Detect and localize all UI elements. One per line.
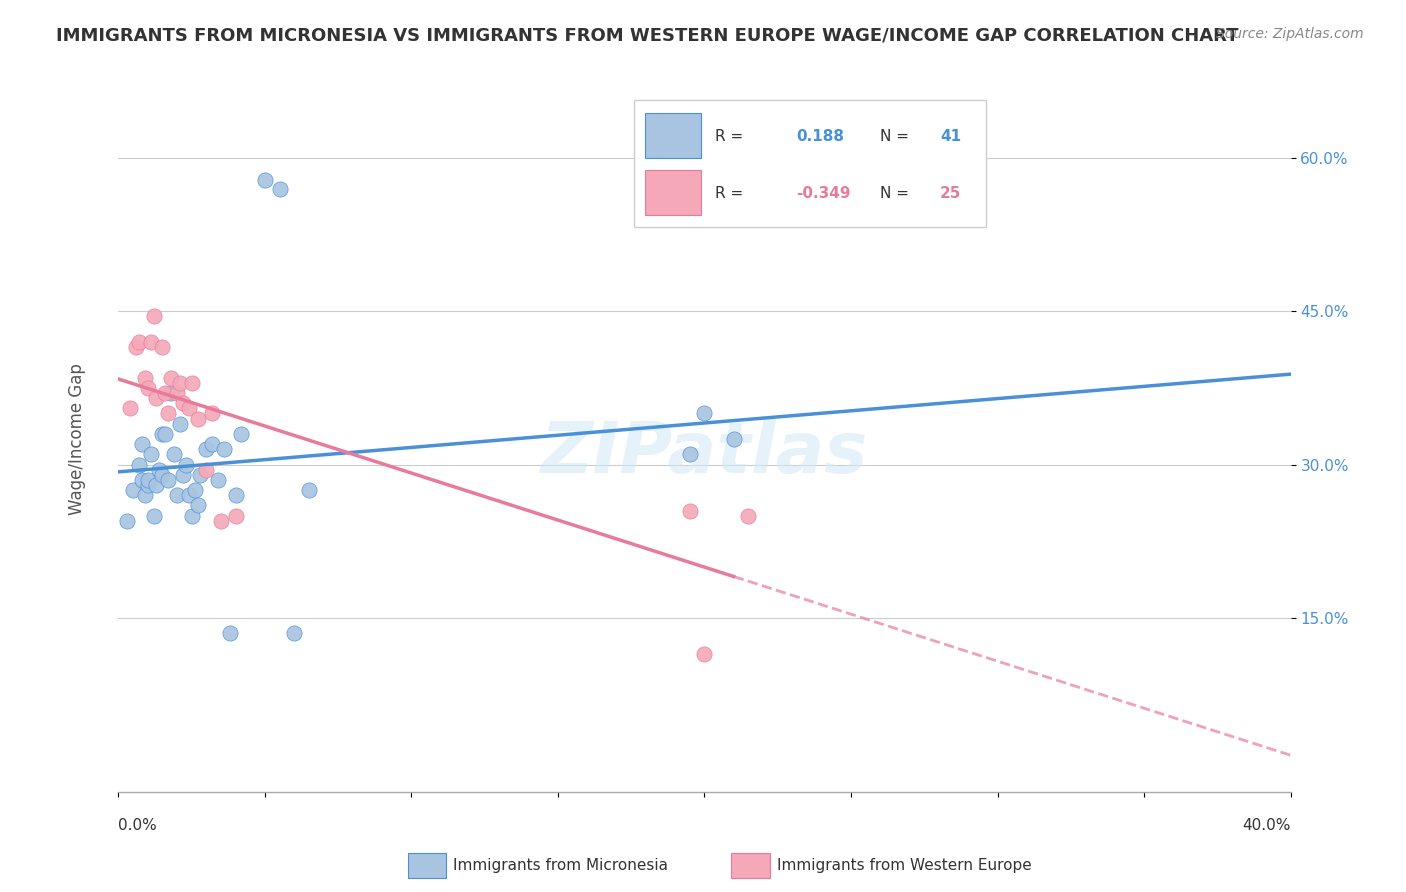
Point bbox=[169, 376, 191, 390]
Point bbox=[134, 370, 156, 384]
Point bbox=[136, 478, 159, 492]
Text: Immigrants from Western Europe: Immigrants from Western Europe bbox=[778, 858, 1032, 872]
Text: Source: ZipAtlas.com: Source: ZipAtlas.com bbox=[1216, 27, 1364, 41]
Point bbox=[163, 447, 186, 461]
Point bbox=[160, 370, 183, 384]
Point bbox=[298, 483, 321, 497]
Point bbox=[139, 334, 162, 349]
Point bbox=[269, 181, 291, 195]
Point bbox=[155, 386, 177, 401]
Point bbox=[157, 406, 180, 420]
Point bbox=[723, 432, 745, 446]
Point bbox=[120, 401, 142, 416]
Point bbox=[122, 483, 145, 497]
Text: Wage/Income Gap: Wage/Income Gap bbox=[69, 363, 86, 515]
Point bbox=[231, 426, 253, 441]
Point bbox=[136, 381, 159, 395]
Point bbox=[145, 478, 167, 492]
Point bbox=[679, 447, 702, 461]
Point bbox=[139, 447, 162, 461]
Text: 40.0%: 40.0% bbox=[1243, 819, 1291, 833]
Point bbox=[148, 463, 170, 477]
Point bbox=[186, 411, 208, 425]
Text: Immigrants from Micronesia: Immigrants from Micronesia bbox=[453, 858, 668, 872]
Point bbox=[186, 499, 208, 513]
Point bbox=[134, 488, 156, 502]
Text: ZIPatlas: ZIPatlas bbox=[541, 418, 868, 488]
Point bbox=[142, 508, 165, 523]
Text: IMMIGRANTS FROM MICRONESIA VS IMMIGRANTS FROM WESTERN EUROPE WAGE/INCOME GAP COR: IMMIGRANTS FROM MICRONESIA VS IMMIGRANTS… bbox=[56, 27, 1239, 45]
Point bbox=[693, 647, 716, 661]
Point bbox=[201, 406, 224, 420]
Point bbox=[180, 508, 202, 523]
Point bbox=[166, 386, 188, 401]
Point bbox=[115, 514, 138, 528]
FancyBboxPatch shape bbox=[731, 853, 770, 878]
Point bbox=[195, 442, 218, 457]
Point bbox=[177, 401, 200, 416]
Point bbox=[169, 417, 191, 431]
Point bbox=[218, 626, 240, 640]
Point bbox=[253, 173, 276, 187]
Point bbox=[128, 334, 150, 349]
Point bbox=[201, 437, 224, 451]
Point bbox=[128, 458, 150, 472]
Point bbox=[180, 376, 202, 390]
Point bbox=[172, 396, 194, 410]
Point bbox=[207, 473, 229, 487]
Point bbox=[174, 458, 197, 472]
Point bbox=[145, 391, 167, 405]
Point bbox=[737, 508, 759, 523]
Point bbox=[172, 467, 194, 482]
Point bbox=[225, 488, 247, 502]
Point bbox=[131, 473, 153, 487]
Point bbox=[150, 467, 173, 482]
Point bbox=[160, 386, 183, 401]
Point bbox=[693, 406, 716, 420]
Point bbox=[157, 473, 180, 487]
Point bbox=[166, 488, 188, 502]
Point bbox=[195, 463, 218, 477]
Point bbox=[679, 503, 702, 517]
Point bbox=[150, 340, 173, 354]
Point bbox=[183, 483, 205, 497]
Point bbox=[177, 488, 200, 502]
Point bbox=[225, 508, 247, 523]
Point bbox=[136, 473, 159, 487]
Point bbox=[125, 340, 148, 354]
FancyBboxPatch shape bbox=[408, 853, 447, 878]
Point bbox=[142, 310, 165, 324]
Point bbox=[212, 442, 235, 457]
Text: 0.0%: 0.0% bbox=[118, 819, 157, 833]
Point bbox=[155, 426, 177, 441]
Point bbox=[131, 437, 153, 451]
Point bbox=[209, 514, 232, 528]
Point bbox=[190, 467, 212, 482]
Point bbox=[283, 626, 305, 640]
Point bbox=[150, 426, 173, 441]
